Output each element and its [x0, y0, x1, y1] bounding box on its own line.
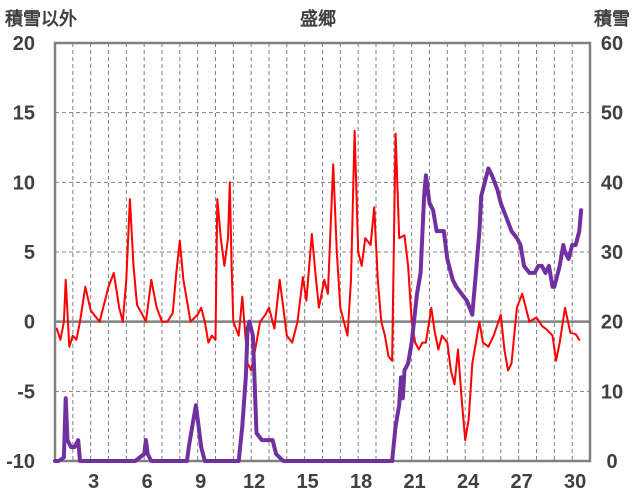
x-tick-label: 27	[511, 471, 533, 493]
left-tick-label: 10	[13, 172, 35, 194]
right-tick-label: 0	[606, 451, 617, 473]
right-axis-label: 積雪	[593, 8, 630, 30]
left-axis-ticks: 20 15 10 5 0 -5 -10	[6, 33, 35, 473]
x-tick-label: 30	[564, 471, 586, 493]
snow-depth-line	[53, 166, 584, 463]
x-tick-label: 12	[243, 471, 265, 493]
left-axis-label: 積雪以外	[4, 8, 77, 30]
horizontal-gridlines	[55, 112, 590, 392]
right-tick-label: 20	[601, 312, 623, 334]
right-tick-label: 60	[601, 33, 623, 55]
left-tick-label: 0	[24, 312, 35, 334]
temperature-line	[55, 129, 581, 442]
right-tick-label: 10	[601, 381, 623, 403]
x-tick-label: 21	[404, 471, 426, 493]
series-layer	[53, 129, 584, 463]
x-axis-ticks: 3 6 9 12 15 18 21 24 27 30	[88, 471, 586, 493]
right-tick-label: 40	[601, 172, 623, 194]
left-tick-label: -5	[17, 381, 35, 403]
right-axis-ticks: 60 50 40 30 20 10 0	[601, 33, 623, 473]
x-tick-label: 18	[350, 471, 372, 493]
left-tick-label: -10	[6, 451, 35, 473]
right-tick-label: 30	[601, 242, 623, 264]
right-tick-label: 50	[601, 103, 623, 125]
left-tick-label: 5	[24, 242, 35, 264]
x-tick-label: 24	[457, 471, 480, 493]
left-tick-label: 20	[13, 33, 35, 55]
x-tick-label: 3	[88, 471, 99, 493]
x-tick-label: 9	[195, 471, 206, 493]
x-tick-label: 15	[297, 471, 319, 493]
left-tick-label: 15	[13, 103, 35, 125]
x-tick-label: 6	[142, 471, 153, 493]
chart-title: 盛郷	[300, 8, 336, 30]
